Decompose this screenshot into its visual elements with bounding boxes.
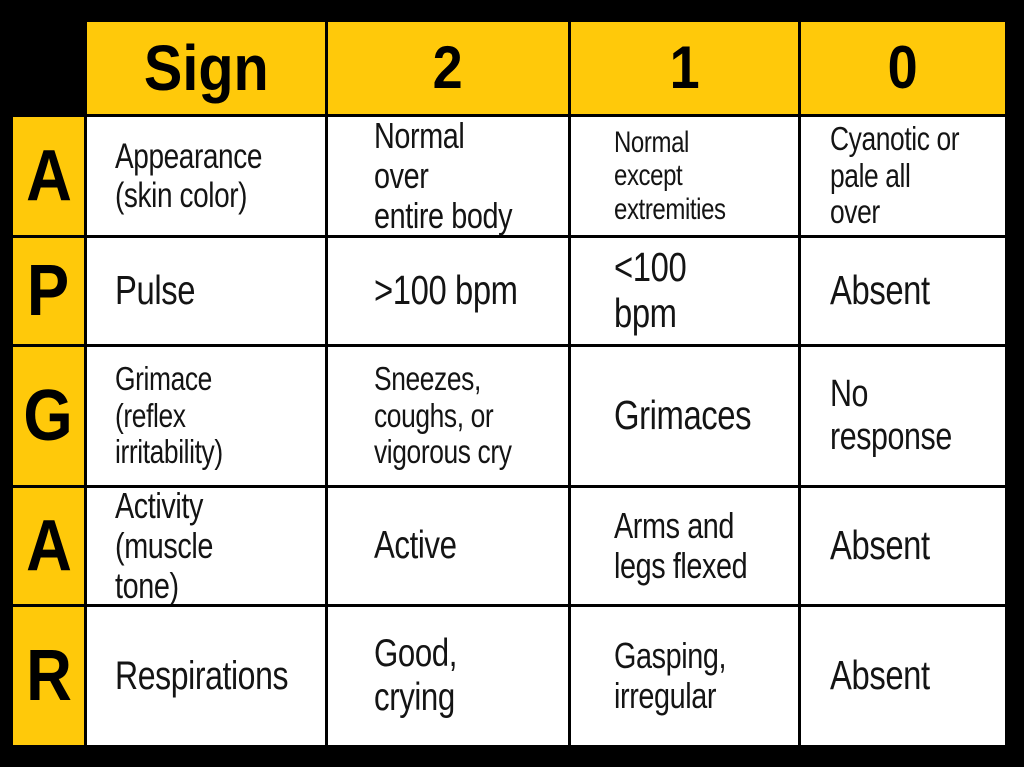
score2-cell-respirations: Good, crying xyxy=(328,607,568,745)
score2-text-appearance: Normal over entire body xyxy=(374,117,513,235)
score0-cell-grimace: No response xyxy=(801,347,1005,485)
header-label-score-1: 1 xyxy=(669,34,700,101)
header-label-sign: Sign xyxy=(143,32,269,104)
letter-r-respirations: R xyxy=(25,636,72,716)
score1-text-respirations: Gasping, irregular xyxy=(614,634,727,716)
sign-cell-grimace: Grimace (reflex irritability) xyxy=(87,347,325,485)
letter-g-grimace: G xyxy=(23,376,74,456)
sign-text-pulse: Pulse xyxy=(115,267,196,314)
sign-text-appearance: Appearance (skin color) xyxy=(115,136,263,215)
score2-text-respirations: Good, crying xyxy=(374,632,457,719)
score1-cell-respirations: Gasping, irregular xyxy=(571,607,798,745)
corner-spacer xyxy=(13,22,84,114)
apgar-score-table: Sign 2 1 0 A Appearance (skin color) Nor… xyxy=(13,22,1005,745)
score1-text-pulse: <100 bpm xyxy=(614,244,687,336)
letter-p-pulse: P xyxy=(27,251,70,331)
sign-cell-appearance: Appearance (skin color) xyxy=(87,117,325,235)
score2-text-pulse: >100 bpm xyxy=(374,267,518,314)
letter-cell-activity: A xyxy=(13,488,84,604)
header-label-score-0: 0 xyxy=(887,34,919,101)
score0-text-activity: Absent xyxy=(830,522,930,569)
score1-cell-grimace: Grimaces xyxy=(571,347,798,485)
score2-cell-activity: Active xyxy=(328,488,568,604)
score2-cell-appearance: Normal over entire body xyxy=(328,117,568,235)
header-cell-sign: Sign xyxy=(87,22,325,114)
score0-text-appearance: Cyanotic or pale all over xyxy=(830,119,960,231)
score2-text-grimace: Sneezes, coughs, or vigorous cry xyxy=(374,359,512,471)
score1-cell-pulse: <100 bpm xyxy=(571,238,798,344)
letter-cell-appearance: A xyxy=(13,117,84,235)
score2-text-activity: Active xyxy=(374,524,457,568)
sign-cell-respirations: Respirations xyxy=(87,607,325,745)
score0-cell-pulse: Absent xyxy=(801,238,1005,344)
sign-text-grimace: Grimace (reflex irritability) xyxy=(115,359,223,471)
letter-a-appearance: A xyxy=(25,136,72,216)
letter-cell-pulse: P xyxy=(13,238,84,344)
sign-text-respirations: Respirations xyxy=(115,653,289,698)
letter-a-activity: A xyxy=(25,506,72,586)
score2-cell-pulse: >100 bpm xyxy=(328,238,568,344)
score0-cell-activity: Absent xyxy=(801,488,1005,604)
header-cell-score-0: 0 xyxy=(801,22,1005,114)
score1-cell-activity: Arms and legs flexed xyxy=(571,488,798,604)
score0-cell-appearance: Cyanotic or pale all over xyxy=(801,117,1005,235)
score0-text-grimace: No response xyxy=(830,373,952,458)
letter-cell-grimace: G xyxy=(13,347,84,485)
header-label-score-2: 2 xyxy=(432,34,464,101)
score0-text-pulse: Absent xyxy=(830,267,930,314)
score2-cell-grimace: Sneezes, coughs, or vigorous cry xyxy=(328,347,568,485)
score1-text-grimace: Grimaces xyxy=(614,392,752,439)
letter-cell-respirations: R xyxy=(13,607,84,745)
score1-cell-appearance: Normal except extremities xyxy=(571,117,798,235)
header-cell-score-2: 2 xyxy=(328,22,568,114)
header-cell-score-1: 1 xyxy=(571,22,798,114)
score1-text-appearance: Normal except extremities xyxy=(614,125,726,226)
sign-cell-pulse: Pulse xyxy=(87,238,325,344)
sign-text-activity: Activity (muscle tone) xyxy=(115,488,214,604)
sign-cell-activity: Activity (muscle tone) xyxy=(87,488,325,604)
score1-text-activity: Arms and legs flexed xyxy=(614,504,748,586)
score0-text-respirations: Absent xyxy=(830,652,930,699)
score0-cell-respirations: Absent xyxy=(801,607,1005,745)
